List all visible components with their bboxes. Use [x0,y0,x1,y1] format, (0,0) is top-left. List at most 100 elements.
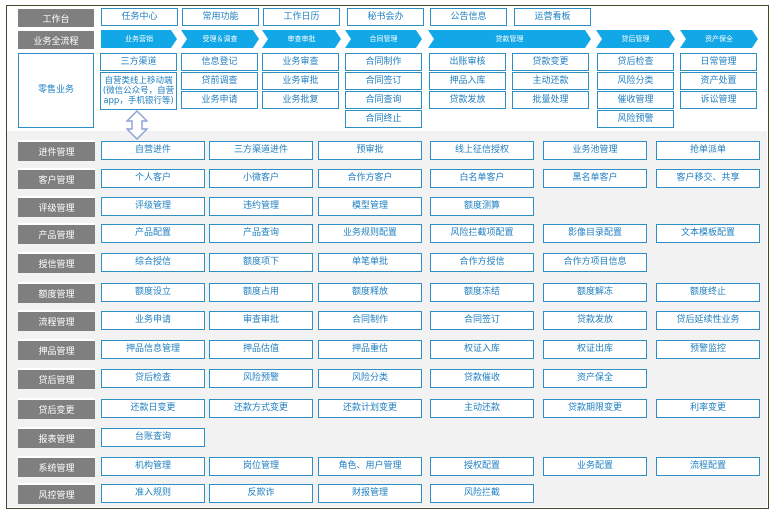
module-item[interactable]: 额度冻结 [430,283,534,302]
module-item[interactable]: 业务规则配置 [318,224,422,243]
module-item[interactable]: 利率变更 [656,399,760,418]
module-item[interactable]: 线上征信授权 [430,141,534,160]
module-item[interactable]: 合同制作 [318,311,422,330]
module-item[interactable]: 合同签订 [430,311,534,330]
process-stage[interactable]: 合同管理 [345,30,422,48]
module-item[interactable]: 单笔单批 [318,253,422,272]
module-item[interactable]: 客户移交、共享 [656,169,760,188]
module-item[interactable]: 权证出库 [543,340,647,359]
retail-function[interactable]: 贷款发放 [429,91,506,109]
module-item[interactable]: 主动还款 [430,399,534,418]
module-item[interactable]: 贷款期限变更 [543,399,647,418]
module-item[interactable]: 合作方项目信息 [543,253,647,272]
module-item[interactable]: 贷款发放 [543,311,647,330]
module-item[interactable]: 额度设立 [101,283,205,302]
module-item[interactable]: 业务配置 [543,457,647,476]
module-item[interactable]: 违约管理 [209,197,313,216]
retail-function[interactable]: 诉讼管理 [680,91,757,109]
workbench-item[interactable]: 常用功能 [182,8,259,26]
module-item[interactable]: 贷后检查 [101,369,205,388]
module-item[interactable]: 还款日变更 [101,399,205,418]
module-item[interactable]: 押品重估 [318,340,422,359]
module-item[interactable]: 合作方授信 [430,253,534,272]
workbench-item[interactable]: 秘书会办 [347,8,424,26]
retail-function[interactable]: 三方渠道 [100,53,177,71]
retail-function[interactable]: 业务审查 [262,53,339,71]
workbench-item[interactable]: 公告信息 [430,8,507,26]
process-stage[interactable]: 贷款管理 [428,30,591,48]
retail-function[interactable]: 主动还款 [512,72,589,90]
module-item[interactable]: 风险预警 [209,369,313,388]
module-item[interactable]: 模型管理 [318,197,422,216]
module-item[interactable]: 角色、用户管理 [318,457,422,476]
module-item[interactable]: 三方渠道进件 [209,141,313,160]
retail-function[interactable]: 合同制作 [345,53,422,71]
module-item[interactable]: 风险拦截 [430,484,534,503]
module-item[interactable]: 贷款催收 [430,369,534,388]
module-item[interactable]: 文本模板配置 [656,224,760,243]
retail-function[interactable]: 贷款变更 [512,53,589,71]
module-item[interactable]: 风险分类 [318,369,422,388]
module-item[interactable]: 预警监控 [656,340,760,359]
process-stage[interactable]: 受理＆调查 [181,30,259,48]
workbench-item[interactable]: 任务中心 [101,8,178,26]
module-item[interactable]: 黑名单客户 [543,169,647,188]
module-item[interactable]: 业务申请 [101,311,205,330]
module-item[interactable]: 白名单客户 [430,169,534,188]
workbench-item[interactable]: 工作日历 [263,8,340,26]
module-item[interactable]: 押品估值 [209,340,313,359]
retail-function[interactable]: 出账审核 [429,53,506,71]
module-item[interactable]: 产品配置 [101,224,205,243]
module-item[interactable]: 额度释放 [318,283,422,302]
module-item[interactable]: 额度占用 [209,283,313,302]
module-item[interactable]: 还款方式变更 [209,399,313,418]
retail-function[interactable]: 信息登记 [181,53,258,71]
module-item[interactable]: 预审批 [318,141,422,160]
module-item[interactable]: 自营进件 [101,141,205,160]
module-item[interactable]: 额度项下 [209,253,313,272]
module-item[interactable]: 额度终止 [656,283,760,302]
process-stage[interactable]: 业务营销 [101,30,177,48]
module-item[interactable]: 额度解冻 [543,283,647,302]
module-item[interactable]: 产品查询 [209,224,313,243]
module-item[interactable]: 权证入库 [430,340,534,359]
module-item[interactable]: 抢单派单 [656,141,760,160]
retail-function[interactable]: 贷前调查 [181,72,258,90]
module-item[interactable]: 业务池管理 [543,141,647,160]
retail-function[interactable]: 贷后检查 [597,53,674,71]
process-stage[interactable]: 资产保全 [680,30,758,48]
module-item[interactable]: 个人客户 [101,169,205,188]
retail-function[interactable]: 风险预警 [597,110,674,128]
module-item[interactable]: 流程配置 [656,457,760,476]
module-item[interactable]: 授权配置 [430,457,534,476]
retail-function[interactable]: 批量处理 [512,91,589,109]
module-item[interactable]: 综合授信 [101,253,205,272]
retail-function[interactable]: 合同签订 [345,72,422,90]
module-item[interactable]: 审查审批 [209,311,313,330]
retail-function[interactable]: 合同终止 [345,110,422,128]
retail-function[interactable]: 合同查询 [345,91,422,109]
module-item[interactable]: 贷后延续性业务 [656,311,760,330]
retail-function[interactable]: 风险分类 [597,72,674,90]
retail-function[interactable]: 业务批复 [262,91,339,109]
retail-function[interactable]: 自营类线上移动端(微信公众号，自营app，手机银行等) [100,72,177,110]
module-item[interactable]: 机构管理 [101,457,205,476]
module-item[interactable]: 岗位管理 [209,457,313,476]
module-item[interactable]: 额度测算 [430,197,534,216]
module-item[interactable]: 风险拦截项配置 [430,224,534,243]
module-item[interactable]: 合作方客户 [318,169,422,188]
module-item[interactable]: 准入规则 [101,484,205,503]
module-item[interactable]: 评级管理 [101,197,205,216]
process-stage[interactable]: 审查审批 [262,30,341,48]
retail-function[interactable]: 资产处置 [680,72,757,90]
module-item[interactable]: 影像目录配置 [543,224,647,243]
process-stage[interactable]: 贷后管理 [596,30,675,48]
retail-function[interactable]: 业务申请 [181,91,258,109]
retail-function[interactable]: 日常管理 [680,53,757,71]
module-item[interactable]: 反欺诈 [209,484,313,503]
module-item[interactable]: 资产保全 [543,369,647,388]
module-item[interactable]: 小微客户 [209,169,313,188]
module-item[interactable]: 台账查询 [101,428,205,447]
module-item[interactable]: 押品信息管理 [101,340,205,359]
module-item[interactable]: 还款计划变更 [318,399,422,418]
